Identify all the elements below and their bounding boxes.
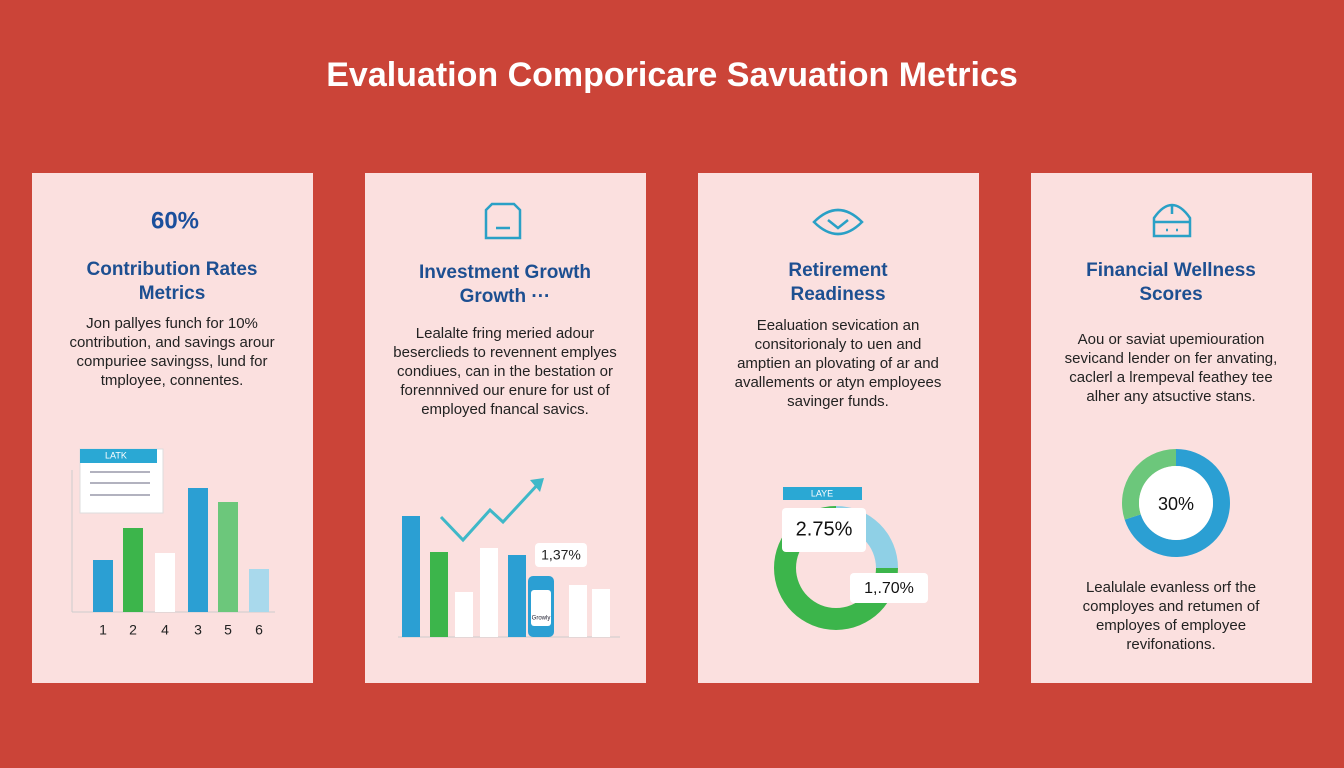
card-body: contribution, and savings arour (69, 334, 274, 351)
bar (592, 589, 610, 637)
card-body: Eealuation sevication an (757, 317, 920, 334)
bar (155, 553, 175, 612)
cards (32, 173, 1312, 683)
x-tick-label: 4 (161, 622, 169, 638)
bar (480, 548, 498, 637)
bar (188, 488, 208, 612)
bar (508, 555, 526, 637)
card-body: sevicand lender on fer anvating, (1065, 350, 1278, 367)
card-body: consitorionaly to uen and (755, 336, 922, 353)
card-body: tmployee, connentes. (101, 372, 244, 389)
tag (535, 543, 587, 567)
trend-line (439, 480, 542, 543)
center-label: 30% (1158, 494, 1194, 514)
bar (249, 569, 269, 612)
card-body: savinger funds. (787, 393, 889, 410)
x-tick-label: 5 (224, 622, 232, 638)
card-body: forennnived our enure for ust of (400, 382, 610, 399)
card-title: Investment Growth (419, 262, 591, 283)
panel-lines (90, 471, 150, 496)
page-title: Evaluation Comporicare Savuation Metrics (326, 56, 1018, 94)
jar-label: Growly (532, 616, 551, 622)
x-tick-label: 3 (194, 622, 202, 638)
x-tick-label: 1 (99, 622, 107, 638)
card-title: Metrics (139, 283, 206, 304)
icon (1152, 203, 1192, 238)
value-label: 1,.70% (864, 580, 914, 597)
card-body: Aou or saviat upemiouration (1078, 331, 1265, 348)
card-title: Retirement (788, 260, 888, 281)
bar (402, 516, 420, 637)
card-title: Financial Wellness (1086, 260, 1256, 281)
donut-segment (1122, 449, 1176, 520)
bar (430, 552, 448, 637)
trend-arrow (530, 478, 544, 492)
card (1031, 173, 1312, 683)
value-box (850, 573, 928, 603)
card-title: Growth ··· (460, 286, 551, 307)
card-title: Contribution Rates (87, 259, 258, 280)
panel-label: LATK (105, 450, 127, 460)
value-box (782, 508, 866, 552)
jar-label-bg (531, 590, 551, 626)
card (698, 173, 979, 683)
card-body: condiues, can in the bestation or (397, 363, 613, 380)
card-body: Jon pallyes funch for 10% (86, 315, 258, 332)
tag-text: 1,37% (541, 547, 581, 563)
bar (123, 528, 143, 612)
card-footer: comployes and retumen of (1083, 598, 1261, 615)
headline: 60% (151, 207, 199, 234)
donut-segment (1124, 449, 1230, 557)
card-footer: Lealulale evanless orf the (1086, 579, 1256, 596)
tag-text: LAYE (811, 488, 833, 498)
icons (484, 202, 1192, 240)
card-body: avallements or atyn employees (735, 374, 942, 391)
icon (484, 202, 522, 240)
value-label: 2.75% (796, 518, 853, 540)
card-body: amptien an plovating of ar and (737, 355, 939, 372)
card-body: caclerl a lrempeval feathey tee (1069, 369, 1272, 386)
icon (812, 208, 864, 236)
card-body: compuriee savingss, lund for (77, 353, 268, 370)
card-title: Scores (1139, 284, 1202, 305)
card-body: Lealalte fring meried adour (416, 325, 594, 342)
card-footer: revifonations. (1126, 636, 1215, 653)
card-body: beserclieds to revennent emplyes (393, 344, 616, 361)
bar (569, 585, 587, 637)
card-body: alher any atsuctive stans. (1086, 388, 1255, 405)
card-body: employed fnancal savics. (421, 401, 589, 418)
bar (455, 592, 473, 637)
panel-header (80, 449, 157, 463)
x-tick-label: 2 (129, 622, 137, 638)
x-tick-label: 6 (255, 622, 263, 638)
donut-center (1139, 466, 1213, 540)
card-footer: employes of employee (1096, 617, 1246, 634)
bar (218, 502, 238, 612)
tag (783, 487, 862, 500)
card-title: Readiness (790, 284, 885, 305)
bar (93, 560, 113, 612)
